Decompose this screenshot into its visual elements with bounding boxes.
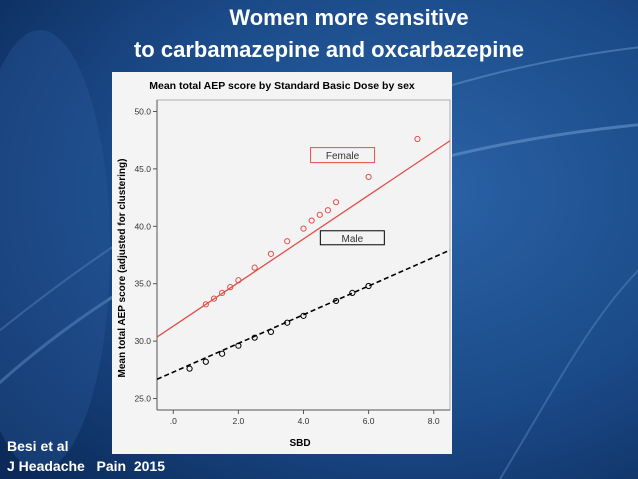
y-tick-label: 35.0: [134, 279, 151, 289]
plot-frame: [156, 99, 451, 411]
male-data-point: [332, 297, 340, 305]
female-data-point: [316, 211, 323, 218]
female-data-point: [308, 217, 315, 224]
male-data-point: [267, 328, 275, 336]
x-tick-label: 2.0: [232, 416, 244, 426]
female-data-point: [284, 238, 291, 245]
female-data-point: [210, 295, 218, 302]
x-tick-label: .0: [170, 416, 177, 426]
female-label-box: [310, 147, 376, 164]
male-label-box: [319, 230, 385, 246]
citation-journal: J Headache Pain 2015: [7, 458, 165, 474]
female-fit-line: [157, 140, 450, 338]
female-data-point: [202, 301, 209, 308]
x-axis-label: SBD: [289, 438, 310, 449]
female-data-point: [332, 199, 340, 206]
female-data-point: [414, 135, 421, 143]
x-tick-label: 4.0: [298, 416, 310, 426]
male-data-point: [251, 334, 258, 341]
y-axis-label: Mean total AEP score (adjusted for clust…: [117, 159, 128, 378]
y-tick-label: 50.0: [134, 106, 151, 116]
y-tick-label: 25.0: [134, 394, 151, 404]
y-tick-label: 30.0: [134, 336, 151, 346]
citation-authors: Besi et al: [7, 438, 69, 454]
female-data-point: [235, 277, 242, 284]
female-data-point: [365, 173, 372, 181]
plot-area: 25.0 30.0 35.0 40.0 45.0 50.0 .0 2.0 4.0 6.0 8.0 Fe…: [134, 99, 451, 426]
female-line-label: Female: [326, 151, 360, 162]
male-data-point: [349, 289, 356, 296]
female-data-point: [227, 284, 234, 291]
male-data-point: [365, 282, 372, 290]
male-data-point: [202, 358, 209, 365]
male-data-point: [235, 342, 242, 349]
male-data-point: [186, 365, 193, 372]
female-data-point: [219, 289, 226, 296]
slide-title-line-1: Women more sensitive: [229, 5, 469, 30]
male-line-label: Male: [341, 234, 363, 245]
female-data-point: [251, 264, 258, 271]
chart-title: Mean total AEP score by Standard Basic D…: [149, 80, 415, 92]
female-data-point: [267, 250, 275, 257]
female-data-point: [324, 207, 332, 214]
y-tick-label: 45.0: [134, 164, 151, 174]
male-data-point: [300, 312, 307, 319]
chart: Mean total AEP score by Standard Basic D…: [117, 80, 451, 449]
female-data-point: [300, 225, 307, 232]
male-data-point: [284, 319, 291, 326]
y-tick-label: 40.0: [134, 221, 151, 231]
chart-panel: Mean total AEP score by Standard Basic D…: [112, 72, 452, 454]
male-data-point: [219, 350, 226, 357]
male-fit-line: [157, 249, 450, 381]
x-tick-label: 8.0: [428, 416, 440, 426]
x-tick-label: 6.0: [363, 416, 375, 426]
slide-title-line-2: to carbamazepine and oxcarbazepine: [133, 37, 525, 62]
